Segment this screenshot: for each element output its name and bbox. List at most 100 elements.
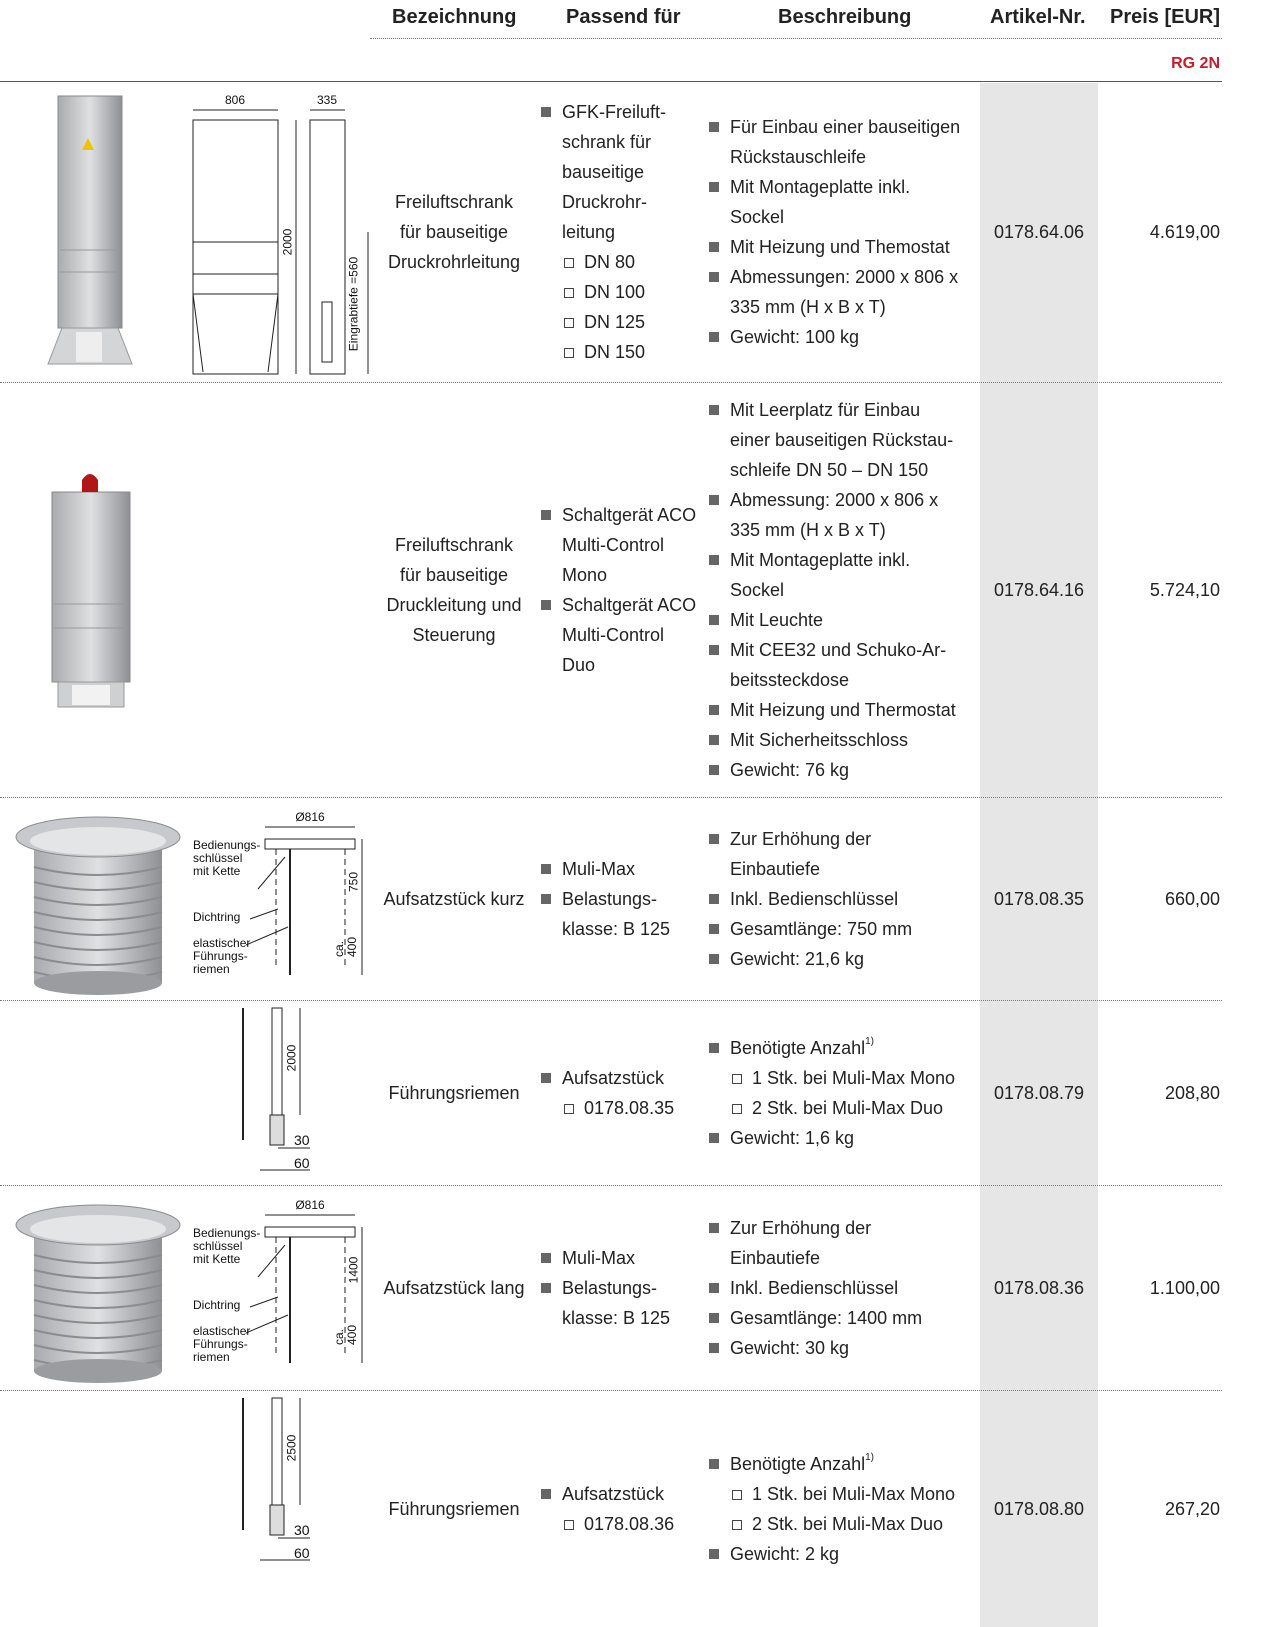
description-cell: Mit Leerplatz für Einbau einer bauseitig… [708,382,980,797]
price-cell: 267,20 [1098,1390,1220,1627]
price: 1.100,00 [1150,1273,1220,1303]
dimension-label: Ø816 [295,811,324,824]
bullet [709,765,719,775]
fits-cell: Schaltgerät ACO Multi-Control Mono Schalt… [540,382,706,797]
sub-item: DN 125 [562,307,666,337]
bullet [541,600,551,610]
item-text: Gesamtlänge: 750 mm [730,914,912,944]
bullet [709,182,719,192]
item-label: GFK-Freiluft- schrank für bauseitige Dru… [562,102,666,242]
price: 208,80 [1165,1078,1220,1108]
article-cell: 0178.08.80 [980,1390,1098,1627]
ring-bottom [34,1359,162,1383]
sub-item: 2 Stk. bei Muli-Max Duo [730,1509,955,1539]
item-label: Gewicht: 100 kg [730,327,859,347]
callout-label: elastischer Führungs- riemen [193,937,250,976]
bullet [709,332,719,342]
illustration [0,1390,370,1627]
list-item: Zur Erhöhung der Einbautiefe [708,824,871,884]
sub-bullet [732,1490,742,1500]
callout-label: Dichtring [193,911,240,924]
bullet [709,1459,719,1469]
list-item: Gesamtlänge: 750 mm [708,914,912,944]
item-label: Schaltgerät ACO Multi-Control Mono [562,505,696,585]
price-cell: 660,00 [1098,797,1220,1000]
article-cell: 0178.08.36 [980,1185,1098,1390]
sub-item-text: DN 100 [584,282,645,302]
bullet [541,864,551,874]
side-detail [322,302,332,362]
cabinet-body [58,96,122,328]
bullet [709,1283,719,1293]
item-text: Muli-Max [562,1243,635,1273]
description-cell: Benötigte Anzahl1)1 Stk. bei Muli-Max Mo… [708,1390,980,1627]
sub-item-text: DN 150 [584,342,645,362]
dimension-label: 750 [348,872,361,892]
sub-bullet [564,318,574,328]
dimension-label: Ø816 [295,1199,324,1212]
item-text: Gewicht: 21,6 kg [730,944,864,974]
dimension-label: ca. 400 [333,937,359,957]
dimension-label: 335 [317,94,337,107]
item-text: Für Einbau einer bauseitigen Rückstausch… [730,112,960,172]
bullet [709,555,719,565]
bullet [709,495,719,505]
product-name: Aufsatzstück lang [383,1273,524,1303]
item-text: Gesamtlänge: 1400 mm [730,1303,922,1333]
list-item: Inkl. Bedienschlüssel [708,1273,898,1303]
price: 660,00 [1165,884,1220,914]
dimension-label: ca. 400 [333,1325,359,1345]
article-cell: 0178.64.06 [980,82,1098,382]
base-opening [76,332,102,362]
description-cell: Zur Erhöhung der EinbautiefeInkl. Bedien… [708,1185,980,1390]
list-item: Belastungs- klasse: B 125 [540,1273,670,1333]
sub-item-text: 1 Stk. bei Muli-Max Mono [752,1484,955,1504]
item-label: Aufsatzstück [562,1484,664,1504]
article-cell: 0178.08.79 [980,1000,1098,1185]
price: 5.724,10 [1150,575,1220,605]
item-label: Gewicht: 76 kg [730,760,849,780]
name-cell: Freiluftschrank für bauseitige Druckleit… [372,382,536,797]
item-label: Mit CEE32 und Schuko-Ar- beitssteckdose [730,640,946,690]
footnote-mark: 1) [865,1452,874,1463]
bullet [709,1343,719,1353]
item-label: Mit Sicherheitsschloss [730,730,908,750]
bullet [709,924,719,934]
item-text: Schaltgerät ACO Multi-Control Mono [562,500,696,590]
product-name: Führungsriemen [388,1494,519,1524]
item-label: Mit Montageplatte inkl. Sockel [730,177,910,227]
dimension-label: 30 [294,1134,310,1147]
illustration [0,1185,370,1390]
item-label: Schaltgerät ACO Multi-Control Duo [562,595,696,675]
ring-flange [265,1227,355,1237]
list-item: Benötigte Anzahl1)1 Stk. bei Muli-Max Mo… [708,1449,955,1539]
list-item: Muli-Max [540,1243,635,1273]
item-text: Mit Leuchte [730,605,823,635]
list-item: Gewicht: 76 kg [708,755,849,785]
item-label: Mit Montageplatte inkl. Sockel [730,550,910,600]
product-name: Führungsriemen [388,1078,519,1108]
item-label: Für Einbau einer bauseitigen Rückstausch… [730,117,960,167]
fits-cell: Aufsatzstück0178.08.35 [540,1000,706,1185]
sub-item: 0178.08.36 [562,1509,674,1539]
sub-item-text: DN 125 [584,312,645,332]
bullet [709,1549,719,1559]
bullet [541,1283,551,1293]
item-text: Benötigte Anzahl1) [730,1033,955,1063]
list-item: Belastungs- klasse: B 125 [540,884,670,944]
sub-item-text: 0178.08.35 [584,1098,674,1118]
list-item: Gewicht: 1,6 kg [708,1123,854,1153]
list-item: Muli-Max [540,854,635,884]
list-item: Gewicht: 21,6 kg [708,944,864,974]
fits-cell: Muli-MaxBelastungs- klasse: B 125 [540,1185,706,1390]
list-item: Schaltgerät ACO Multi-Control Mono [540,500,696,590]
row-visuals: Ø816Bedienungs- schlüssel mit KetteDicht… [0,1185,370,1390]
callout-label: Dichtring [193,1299,240,1312]
sub-bullet [732,1074,742,1084]
article-cell: 0178.64.16 [980,382,1098,797]
fits-cell: Muli-MaxBelastungs- klasse: B 125 [540,797,706,1000]
dimension-label: 2500 [286,1435,299,1462]
